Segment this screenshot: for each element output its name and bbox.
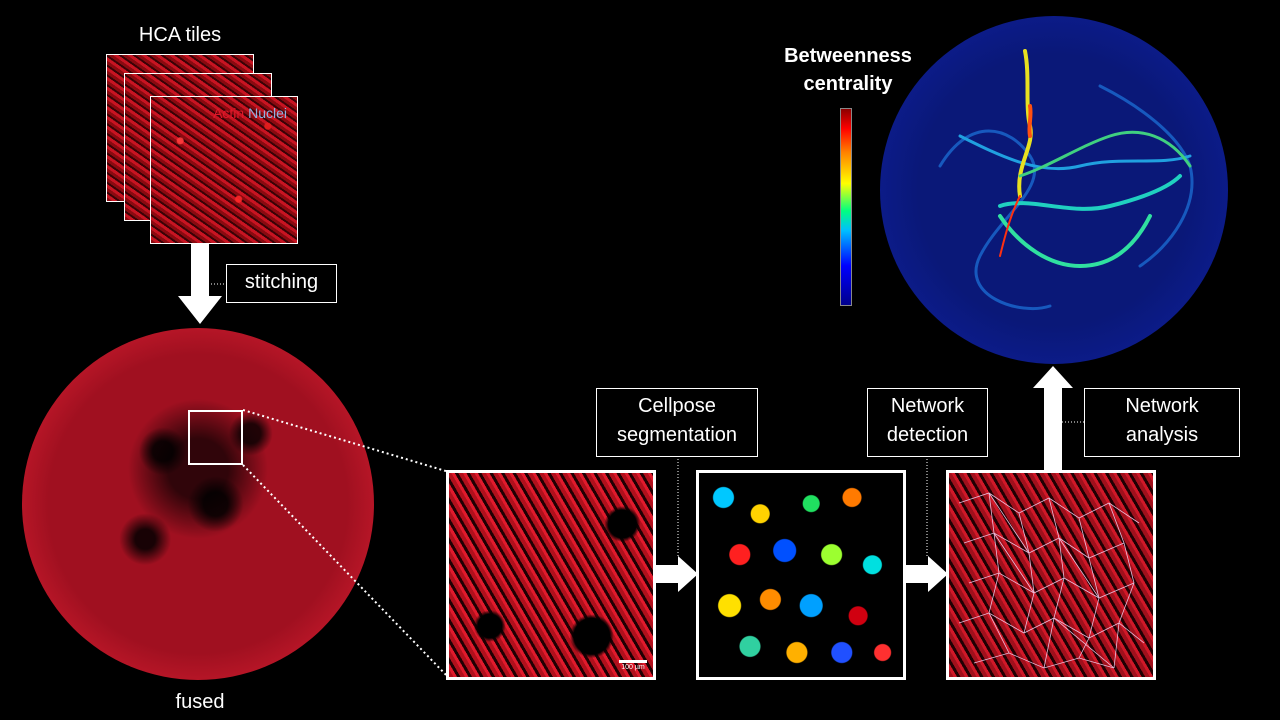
cellpose-connector bbox=[677, 456, 679, 556]
stitching-connector bbox=[208, 283, 226, 285]
betweenness-network-image bbox=[880, 16, 1228, 364]
network-analysis-label: Network analysis bbox=[1084, 388, 1240, 457]
segmentation-panel bbox=[696, 470, 906, 680]
colorbar-title-line2: centrality bbox=[803, 73, 893, 95]
network-graph-panel bbox=[946, 470, 1156, 680]
legend-actin: Actin bbox=[213, 105, 245, 121]
microscopy-crop-panel: 100 µm bbox=[446, 470, 656, 680]
fused-well-image bbox=[22, 328, 374, 680]
network-detection-arrow bbox=[906, 556, 948, 592]
network-graph-overlay bbox=[958, 492, 1145, 669]
cellpose-label: Cellpose segmentation bbox=[596, 388, 758, 457]
hca-tile-front: Actin Nuclei bbox=[150, 96, 298, 244]
scale-bar: 100 µm bbox=[619, 660, 647, 671]
hca-tiles-title: HCA tiles bbox=[138, 24, 222, 46]
colorbar-title-line1: Betweenness bbox=[784, 45, 912, 67]
segmentation-arrow bbox=[656, 556, 698, 592]
colorbar-title: Betweenness centrality bbox=[770, 42, 926, 98]
cellpose-label-text: Cellpose segmentation bbox=[616, 395, 738, 446]
scale-bar-label: 100 µm bbox=[621, 664, 645, 671]
betweenness-colorbar bbox=[840, 108, 852, 306]
network-analysis-label-text: Network analysis bbox=[1125, 395, 1199, 446]
network-detection-connector bbox=[926, 456, 928, 556]
fused-label: fused bbox=[175, 691, 225, 713]
stitching-arrow bbox=[178, 244, 222, 324]
network-detection-label: Network detection bbox=[867, 388, 988, 457]
legend-nuclei: Nuclei bbox=[248, 105, 287, 121]
network-analysis-connector bbox=[1062, 421, 1086, 423]
channel-legend: Actin Nuclei bbox=[213, 105, 287, 121]
network-analysis-arrow bbox=[1033, 366, 1073, 470]
network-detection-label-text: Network detection bbox=[886, 395, 969, 446]
betweenness-paths bbox=[938, 49, 1194, 311]
zoom-region-box bbox=[188, 410, 243, 465]
stitching-label: stitching bbox=[226, 264, 337, 303]
